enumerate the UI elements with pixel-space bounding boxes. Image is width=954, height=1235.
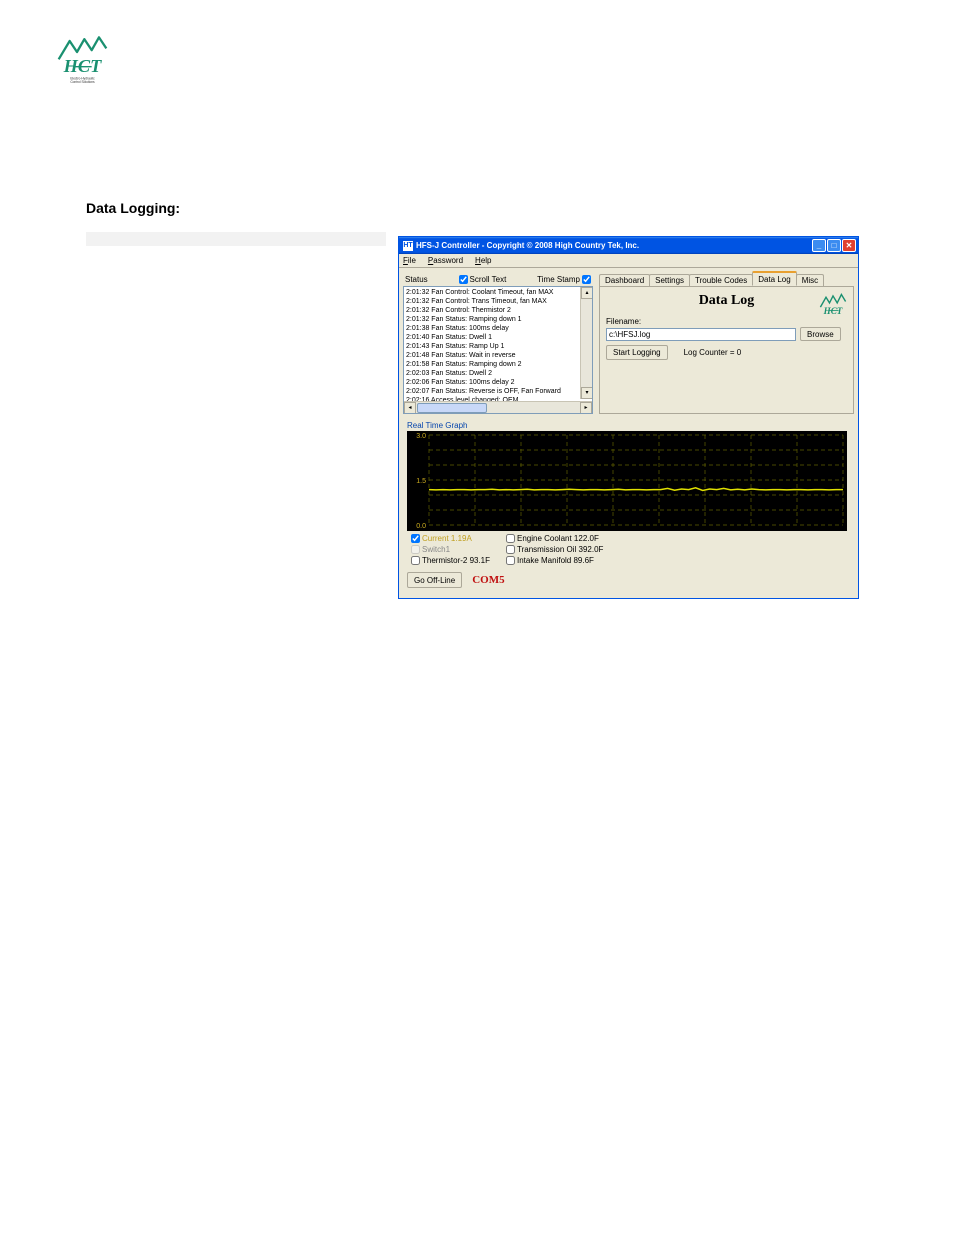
scroll-up-icon[interactable]: ▴: [581, 287, 593, 299]
status-line: 2:01:32 Fan Control: Thermistor 2: [406, 306, 590, 315]
page-heading: Data Logging:: [86, 200, 180, 216]
legend-label: Intake Manifold 89.6F: [517, 556, 594, 565]
hct-logo-small: HCT: [819, 293, 847, 317]
legend-checkbox: [411, 545, 420, 554]
tab-data-log[interactable]: Data Log: [752, 271, 796, 286]
svg-text:0.0: 0.0: [416, 523, 426, 530]
menu-password[interactable]: Password: [428, 256, 463, 265]
status-line: 2:02:07 Fan Status: Reverse is OFF, Fan …: [406, 387, 590, 396]
log-counter: Log Counter = 0: [684, 348, 742, 357]
graph-label: Real Time Graph: [407, 421, 854, 430]
status-scrollbar-h[interactable]: ◂ ▸: [404, 401, 592, 413]
tab-settings[interactable]: Settings: [649, 274, 690, 286]
titlebar[interactable]: HT HFS-J Controller - Copyright © 2008 H…: [399, 237, 858, 254]
filename-input[interactable]: [606, 328, 796, 341]
scroll-right-icon[interactable]: ▸: [580, 402, 592, 414]
app-window: HT HFS-J Controller - Copyright © 2008 H…: [398, 236, 859, 599]
status-line: 2:01:48 Fan Status: Wait in reverse: [406, 351, 590, 360]
scroll-thumb[interactable]: [417, 403, 487, 413]
decorative-bar: [86, 232, 386, 246]
scroll-text-checkbox[interactable]: Scroll Text: [459, 275, 507, 284]
legend-item[interactable]: Current 1.19A: [411, 534, 506, 543]
legend-label: Current 1.19A: [422, 534, 472, 543]
tab-page-datalog: Data Log HCT Filename: Browse: [599, 286, 854, 414]
scroll-text-input[interactable]: [459, 275, 468, 284]
status-line: 2:01:38 Fan Status: 100ms delay: [406, 324, 590, 333]
status-label: Status: [405, 275, 428, 284]
menubar: File Password Help: [399, 254, 858, 268]
time-stamp-checkbox[interactable]: Time Stamp: [537, 275, 591, 284]
svg-text:3.0: 3.0: [416, 433, 426, 440]
svg-text:1.5: 1.5: [416, 478, 426, 485]
legend-item[interactable]: Engine Coolant 122.0F: [506, 534, 636, 543]
status-scrollbar-v[interactable]: ▴ ▾: [580, 287, 592, 399]
legend-item[interactable]: Intake Manifold 89.6F: [506, 556, 636, 565]
app-icon: HT: [403, 241, 413, 251]
close-button[interactable]: ✕: [842, 239, 856, 252]
legend-item[interactable]: Thermistor-2 93.1F: [411, 556, 506, 565]
legend-label: Transmission Oil 392.0F: [517, 545, 603, 554]
status-line: 2:01:32 Fan Control: Coolant Timeout, fa…: [406, 288, 590, 297]
status-line: 2:02:06 Fan Status: 100ms delay 2: [406, 378, 590, 387]
legend-label: Switch1: [422, 545, 450, 554]
hct-logo: HCT Electro-Hydraulic Control Solutions: [55, 30, 110, 85]
scroll-down-icon[interactable]: ▾: [581, 387, 593, 399]
tabstrip: DashboardSettingsTrouble CodesData LogMi…: [599, 272, 854, 286]
legend-checkbox[interactable]: [411, 534, 420, 543]
legend-item: Switch1: [411, 545, 506, 554]
tab-trouble-codes[interactable]: Trouble Codes: [689, 274, 753, 286]
status-line: 2:01:58 Fan Status: Ramping down 2: [406, 360, 590, 369]
time-stamp-input[interactable]: [582, 275, 591, 284]
legend-checkbox[interactable]: [411, 556, 420, 565]
tab-dashboard[interactable]: Dashboard: [599, 274, 650, 286]
status-line: 2:01:43 Fan Status: Ramp Up 1: [406, 342, 590, 351]
com-port-label: COM5: [472, 574, 504, 586]
svg-text:HCT: HCT: [823, 306, 843, 316]
status-line: 2:01:32 Fan Control: Trans Timeout, fan …: [406, 297, 590, 306]
legend-label: Thermistor-2 93.1F: [422, 556, 490, 565]
tab-misc[interactable]: Misc: [796, 274, 824, 286]
legend: Current 1.19A Engine Coolant 122.0F Switch…: [411, 534, 854, 565]
status-list[interactable]: 2:01:32 Fan Control: Coolant Timeout, fa…: [403, 286, 593, 414]
minimize-button[interactable]: _: [812, 239, 826, 252]
status-line: 2:01:40 Fan Status: Dwell 1: [406, 333, 590, 342]
legend-checkbox[interactable]: [506, 556, 515, 565]
start-logging-button[interactable]: Start Logging: [606, 345, 668, 360]
maximize-button[interactable]: □: [827, 239, 841, 252]
scroll-left-icon[interactable]: ◂: [404, 402, 416, 414]
legend-checkbox[interactable]: [506, 545, 515, 554]
datalog-title: Data Log: [606, 293, 847, 309]
legend-checkbox[interactable]: [506, 534, 515, 543]
filename-label: Filename:: [606, 317, 847, 326]
menu-file[interactable]: File: [403, 256, 416, 265]
status-panel: Status Scroll Text Time Stamp 2:01:32 Fa…: [403, 272, 593, 414]
graph-area: 0.0 1.5 3.0: [407, 431, 847, 531]
status-line: 2:02:03 Fan Status: Dwell 2: [406, 369, 590, 378]
legend-item[interactable]: Transmission Oil 392.0F: [506, 545, 636, 554]
menu-help[interactable]: Help: [475, 256, 491, 265]
titlebar-text: HFS-J Controller - Copyright © 2008 High…: [416, 241, 812, 250]
svg-text:Control Solutions: Control Solutions: [70, 80, 95, 84]
go-offline-button[interactable]: Go Off-Line: [407, 572, 462, 588]
status-line: 2:01:32 Fan Status: Ramping down 1: [406, 315, 590, 324]
browse-button[interactable]: Browse: [800, 327, 841, 341]
legend-label: Engine Coolant 122.0F: [517, 534, 599, 543]
